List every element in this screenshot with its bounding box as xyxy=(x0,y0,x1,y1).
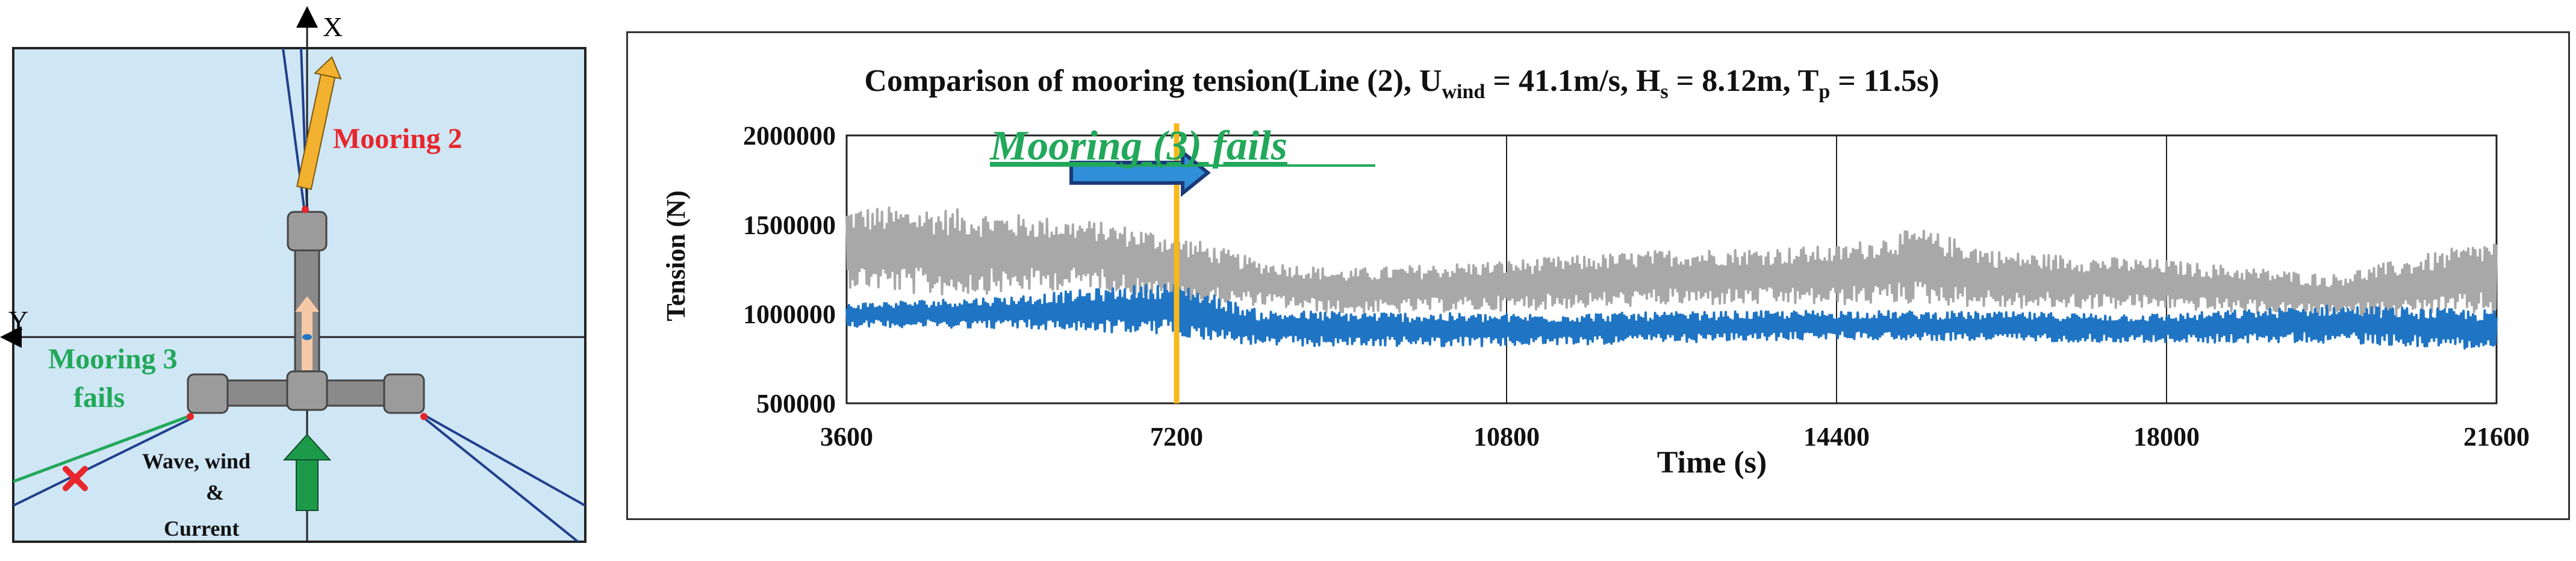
fairlead-2 xyxy=(302,206,309,213)
mooring-line-3a xyxy=(13,417,192,507)
mooring2-tension-arrow xyxy=(296,56,342,190)
event-label: Mooring (3) fails xyxy=(989,123,1287,169)
y-tick-label-0: 500000 xyxy=(756,389,836,418)
chart-title-sub-wind: wind xyxy=(1442,81,1486,103)
mooring-line-3-failed xyxy=(13,414,192,483)
x-tick-label-3: 14400 xyxy=(1803,422,1870,451)
x-axis-label: Time (s) xyxy=(1657,445,1767,480)
chart-title-sub-p: p xyxy=(1818,81,1830,103)
event-layer: Mooring (3) fails xyxy=(989,123,1375,403)
platform-column-right xyxy=(383,373,425,414)
env-label-line2: & xyxy=(206,480,224,504)
event-arrow xyxy=(1069,148,1211,197)
platform-motion-arrow-head xyxy=(295,296,319,312)
x-tick-label-2: 10800 xyxy=(1473,422,1540,451)
series-line-1 xyxy=(845,282,2498,350)
chart-title-mid-1: = 41.1m/s, H xyxy=(1485,64,1660,98)
ticks-layer: 3600 7200 10800 14400 18000 21600 500000 100000… xyxy=(743,121,2530,451)
chart-title-main: Comparison of mooring tension(Line (2), … xyxy=(864,64,1442,98)
platform-column-left xyxy=(187,373,229,414)
series-line-0 xyxy=(845,206,2498,318)
x-tick-label-1: 7200 xyxy=(1150,422,1203,451)
tension-chart: Comparison of mooring tension(Line (2), … xyxy=(661,64,2530,480)
env-label-line1: Wave, wind xyxy=(142,449,250,473)
fairlead-3 xyxy=(187,413,194,420)
y-tick-label-2: 1500000 xyxy=(743,210,836,240)
x-tick-label-0: 3600 xyxy=(820,422,873,451)
mooring3-label-line1: Mooring 3 xyxy=(48,343,178,375)
environment-direction-arrow xyxy=(282,433,332,511)
platform-column-top xyxy=(287,211,328,252)
series-layer xyxy=(845,206,2498,350)
platform-center-marker xyxy=(302,334,312,340)
axis-y-label: Y xyxy=(8,305,28,336)
mooring3-label-line2: fails xyxy=(73,382,125,414)
fairlead-1 xyxy=(420,413,428,420)
chart-title: Comparison of mooring tension(Line (2), … xyxy=(864,64,1939,103)
platform-column-center xyxy=(286,370,328,411)
y-axis-label: Tension (N) xyxy=(661,190,691,321)
failure-x-icon xyxy=(63,466,88,491)
axis-x-label: X xyxy=(323,11,343,42)
chart-title-sub-s: s xyxy=(1660,81,1668,103)
mooring-layout-diagram: X Y Mooring 2 Mooring 3 fails Wave, wind… xyxy=(0,6,586,543)
chart-frame: Comparison of mooring tension(Line (2), … xyxy=(626,31,2570,520)
mooring2-label: Mooring 2 xyxy=(333,123,462,155)
y-tick-label-1: 1000000 xyxy=(743,300,836,329)
x-tick-label-4: 18000 xyxy=(2133,422,2200,451)
mooring-line-1a xyxy=(424,414,585,507)
x-tick-label-5: 21600 xyxy=(2463,422,2530,451)
y-tick-label-3: 2000000 xyxy=(743,121,836,150)
env-label-line3: Current xyxy=(164,516,239,541)
chart-title-end: = 11.5s) xyxy=(1830,64,1939,98)
chart-title-mid-2: = 8.12m, T xyxy=(1669,64,1819,98)
mooring-line-1b xyxy=(423,417,579,542)
